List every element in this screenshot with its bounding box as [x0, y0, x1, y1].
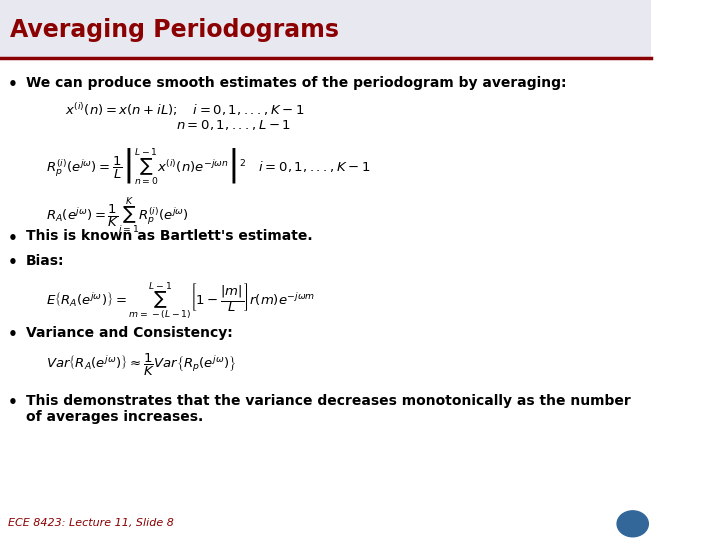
Circle shape [617, 511, 648, 537]
Text: ECE 8423: Lecture 11, Slide 8: ECE 8423: Lecture 11, Slide 8 [8, 518, 174, 528]
Text: This demonstrates that the variance decreases monotonically as the number
of ave: This demonstrates that the variance decr… [26, 394, 631, 424]
Text: •: • [8, 77, 18, 92]
Text: Variance and Consistency:: Variance and Consistency: [26, 326, 233, 340]
Text: $R_A(e^{j\omega}) = \dfrac{1}{K}\sum_{i=1}^{K} R_p^{(i)}(e^{j\omega})$: $R_A(e^{j\omega}) = \dfrac{1}{K}\sum_{i=… [45, 195, 189, 236]
Text: •: • [8, 231, 18, 246]
Text: •: • [8, 327, 18, 342]
Text: This is known as Bartlett's estimate.: This is known as Bartlett's estimate. [26, 230, 312, 244]
Text: •: • [8, 255, 18, 270]
Text: Averaging Periodograms: Averaging Periodograms [10, 18, 339, 42]
Text: $E\left\{R_A\left(e^{j\omega}\right)\right\} = \sum_{m=-(L-1)}^{L-1}\left[1 - \d: $E\left\{R_A\left(e^{j\omega}\right)\rig… [45, 280, 315, 322]
Text: $n = 0, 1, ..., L-1$: $n = 0, 1, ..., L-1$ [176, 118, 291, 132]
Text: $x^{(i)}(n) = x(n + iL); \quad i = 0, 1, ..., K-1$: $x^{(i)}(n) = x(n + iL); \quad i = 0, 1,… [65, 102, 305, 118]
Text: We can produce smooth estimates of the periodogram by averaging:: We can produce smooth estimates of the p… [26, 76, 567, 90]
Text: $R_p^{(i)}(e^{j\omega}) = \dfrac{1}{L}\left|\sum_{n=0}^{L-1} x^{(i)}(n)e^{-j\ome: $R_p^{(i)}(e^{j\omega}) = \dfrac{1}{L}\l… [45, 146, 370, 186]
Text: Bias:: Bias: [26, 254, 65, 268]
Text: $Var\left\{R_A\left(e^{j\omega}\right)\right\} \approx \dfrac{1}{K} Var\left\{R_: $Var\left\{R_A\left(e^{j\omega}\right)\r… [45, 352, 235, 378]
FancyBboxPatch shape [0, 0, 651, 57]
Text: •: • [8, 395, 18, 410]
